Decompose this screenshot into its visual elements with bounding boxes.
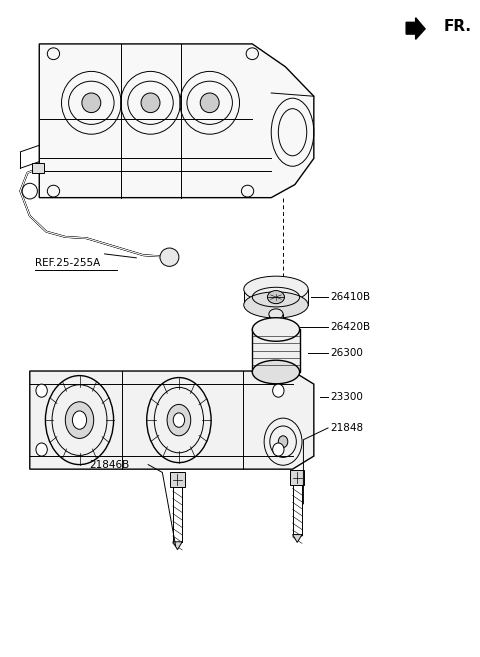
Ellipse shape (273, 384, 284, 397)
Ellipse shape (72, 411, 86, 429)
Ellipse shape (65, 402, 94, 438)
Ellipse shape (252, 360, 300, 384)
Bar (252, 329, 300, 372)
Text: 26300: 26300 (330, 348, 363, 357)
Polygon shape (30, 371, 314, 469)
Ellipse shape (160, 248, 179, 266)
Ellipse shape (36, 443, 48, 456)
Ellipse shape (244, 276, 308, 302)
Polygon shape (244, 289, 308, 305)
Ellipse shape (173, 413, 185, 427)
Text: 26420B: 26420B (330, 321, 371, 332)
Ellipse shape (269, 309, 283, 319)
Bar (32, 163, 44, 173)
Ellipse shape (267, 290, 285, 304)
Polygon shape (292, 535, 302, 543)
Ellipse shape (141, 93, 160, 112)
Polygon shape (173, 542, 182, 550)
Text: FR.: FR. (444, 19, 472, 34)
Ellipse shape (269, 327, 283, 338)
Polygon shape (406, 18, 425, 39)
Ellipse shape (273, 443, 284, 456)
Text: 23300: 23300 (330, 392, 363, 402)
Polygon shape (39, 44, 314, 198)
Text: 21846B: 21846B (89, 460, 129, 470)
Text: 26410B: 26410B (330, 292, 371, 302)
Ellipse shape (36, 384, 48, 397)
Ellipse shape (252, 318, 300, 341)
Bar (290, 470, 304, 485)
Text: 21848: 21848 (330, 423, 363, 433)
Ellipse shape (200, 93, 219, 112)
Ellipse shape (167, 405, 191, 436)
Ellipse shape (244, 292, 308, 318)
Text: REF.25-255A: REF.25-255A (35, 258, 100, 268)
Bar (170, 472, 185, 487)
Ellipse shape (82, 93, 101, 112)
Bar (269, 314, 283, 332)
Ellipse shape (278, 436, 288, 447)
